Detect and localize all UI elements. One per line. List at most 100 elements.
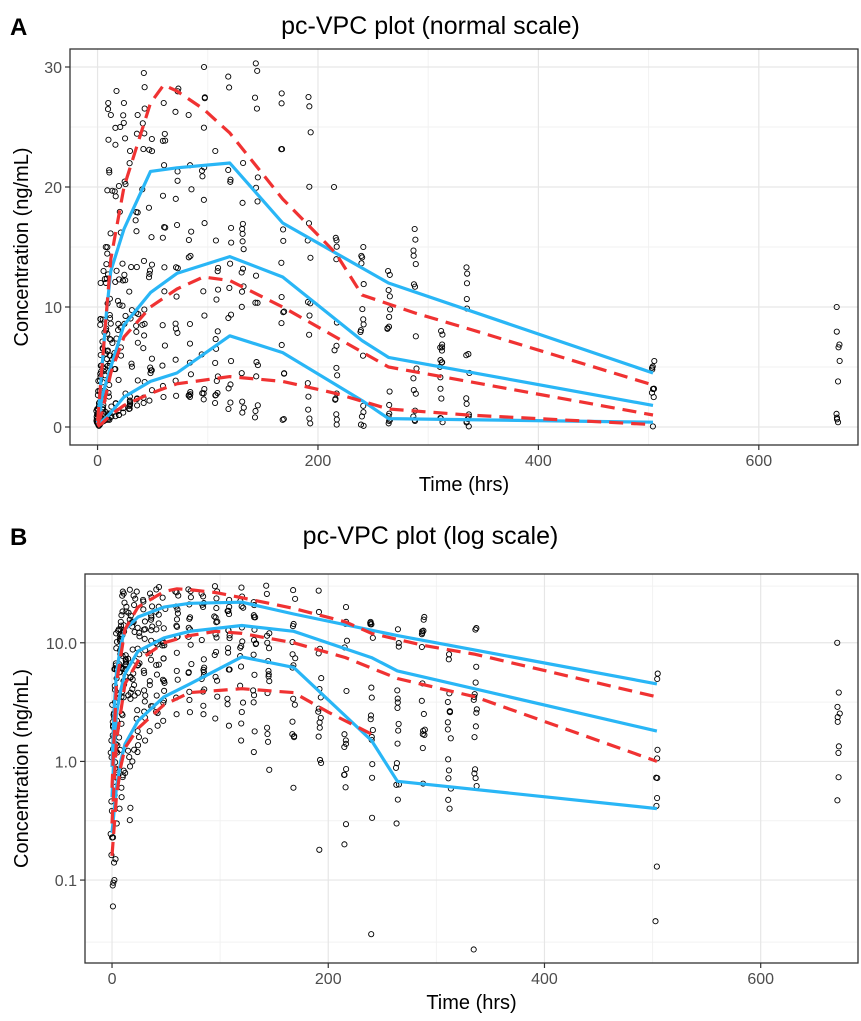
observed-point [357,421,365,428]
x-tick-label: 200 [315,971,342,988]
observed-point [445,656,452,663]
observed-point [439,331,446,338]
observed-point [103,261,110,268]
observed-percentile-line [96,255,654,424]
observed-point [251,414,259,421]
observed-point [463,264,470,271]
observed-point [385,420,392,427]
observed-point [141,635,148,642]
observed-point [214,677,221,684]
observed-point [159,594,166,601]
observed-point [213,605,220,612]
observed-point [289,718,296,725]
observed-point [141,670,148,677]
observed-point [317,714,324,721]
observed-point [126,763,134,770]
observed-point [369,814,376,821]
observed-point [419,745,426,752]
observed-point [173,392,180,399]
observed-point [119,302,126,309]
observed-points [93,60,843,430]
observed-point [212,715,219,722]
observed-point [238,603,245,610]
observed-point [131,681,138,689]
observed-point [237,663,245,670]
observed-point [239,238,246,245]
observed-point [333,364,340,371]
observed-point [332,395,339,402]
observed-point [463,400,470,407]
observed-point [106,352,113,359]
observed-point [291,701,298,708]
observed-point [472,723,479,730]
observed-point [200,288,207,295]
observed-point [110,879,117,886]
observed-point [134,339,141,346]
observed-point [834,639,841,646]
observed-point [333,411,340,418]
observed-point [292,595,299,602]
observed-point [215,264,222,271]
observed-point [418,697,425,704]
observed-point [238,303,245,310]
observed-point [833,414,840,421]
observed-point [360,243,367,251]
observed-point [394,740,401,747]
x-tick-label: 0 [93,453,102,470]
observed-point [240,404,247,411]
observed-point [174,676,181,683]
observed-point [147,656,155,663]
y-tick-label: 10.0 [46,636,77,653]
observed-point [251,728,258,735]
observed-point [395,640,402,647]
observed-point [447,735,454,742]
observed-point [200,196,207,203]
grid [70,49,858,445]
observed-point [226,666,233,673]
observed-point [315,587,322,594]
observed-point [213,296,220,303]
observed-point [278,146,286,153]
observed-point [119,277,126,284]
observed-point [654,795,661,802]
observed-point [280,226,287,233]
observed-point [463,352,470,359]
observed-point [107,336,114,343]
observed-point [112,141,119,148]
observed-point [472,679,479,686]
observed-point [131,601,138,609]
observed-point [187,371,194,378]
observed-point [333,243,340,250]
observed-point [185,111,192,119]
observed-point [213,648,220,656]
observed-point [97,321,104,328]
observed-point [473,709,480,716]
observed-point [104,187,111,194]
observed-point [139,120,146,127]
panel-b: B pc-VPC plot (log scale) 0 200 400 600 0.1 1… [0,510,861,1021]
observed-point [224,695,231,702]
observed-point [120,590,127,597]
observed-point [649,363,656,370]
observed-point [122,769,129,776]
observed-point [112,124,119,131]
observed-point [147,616,155,623]
observed-point [153,671,161,678]
observed-point [394,626,401,633]
observed-point [228,357,235,365]
observed-point [438,327,445,335]
observed-point [212,673,219,680]
observed-point [250,687,257,694]
observed-point [280,309,287,316]
observed-point [253,373,260,380]
observed-point [419,731,426,738]
observed-point [187,391,194,398]
observed-point [225,645,232,652]
chart-title: pc-VPC plot (normal scale) [281,12,580,40]
observed-point [834,378,842,385]
x-tick-label: 600 [747,971,774,988]
observed-point [412,390,419,397]
observed-point [121,178,128,185]
observed-point [132,217,139,224]
observed-point [159,362,166,369]
